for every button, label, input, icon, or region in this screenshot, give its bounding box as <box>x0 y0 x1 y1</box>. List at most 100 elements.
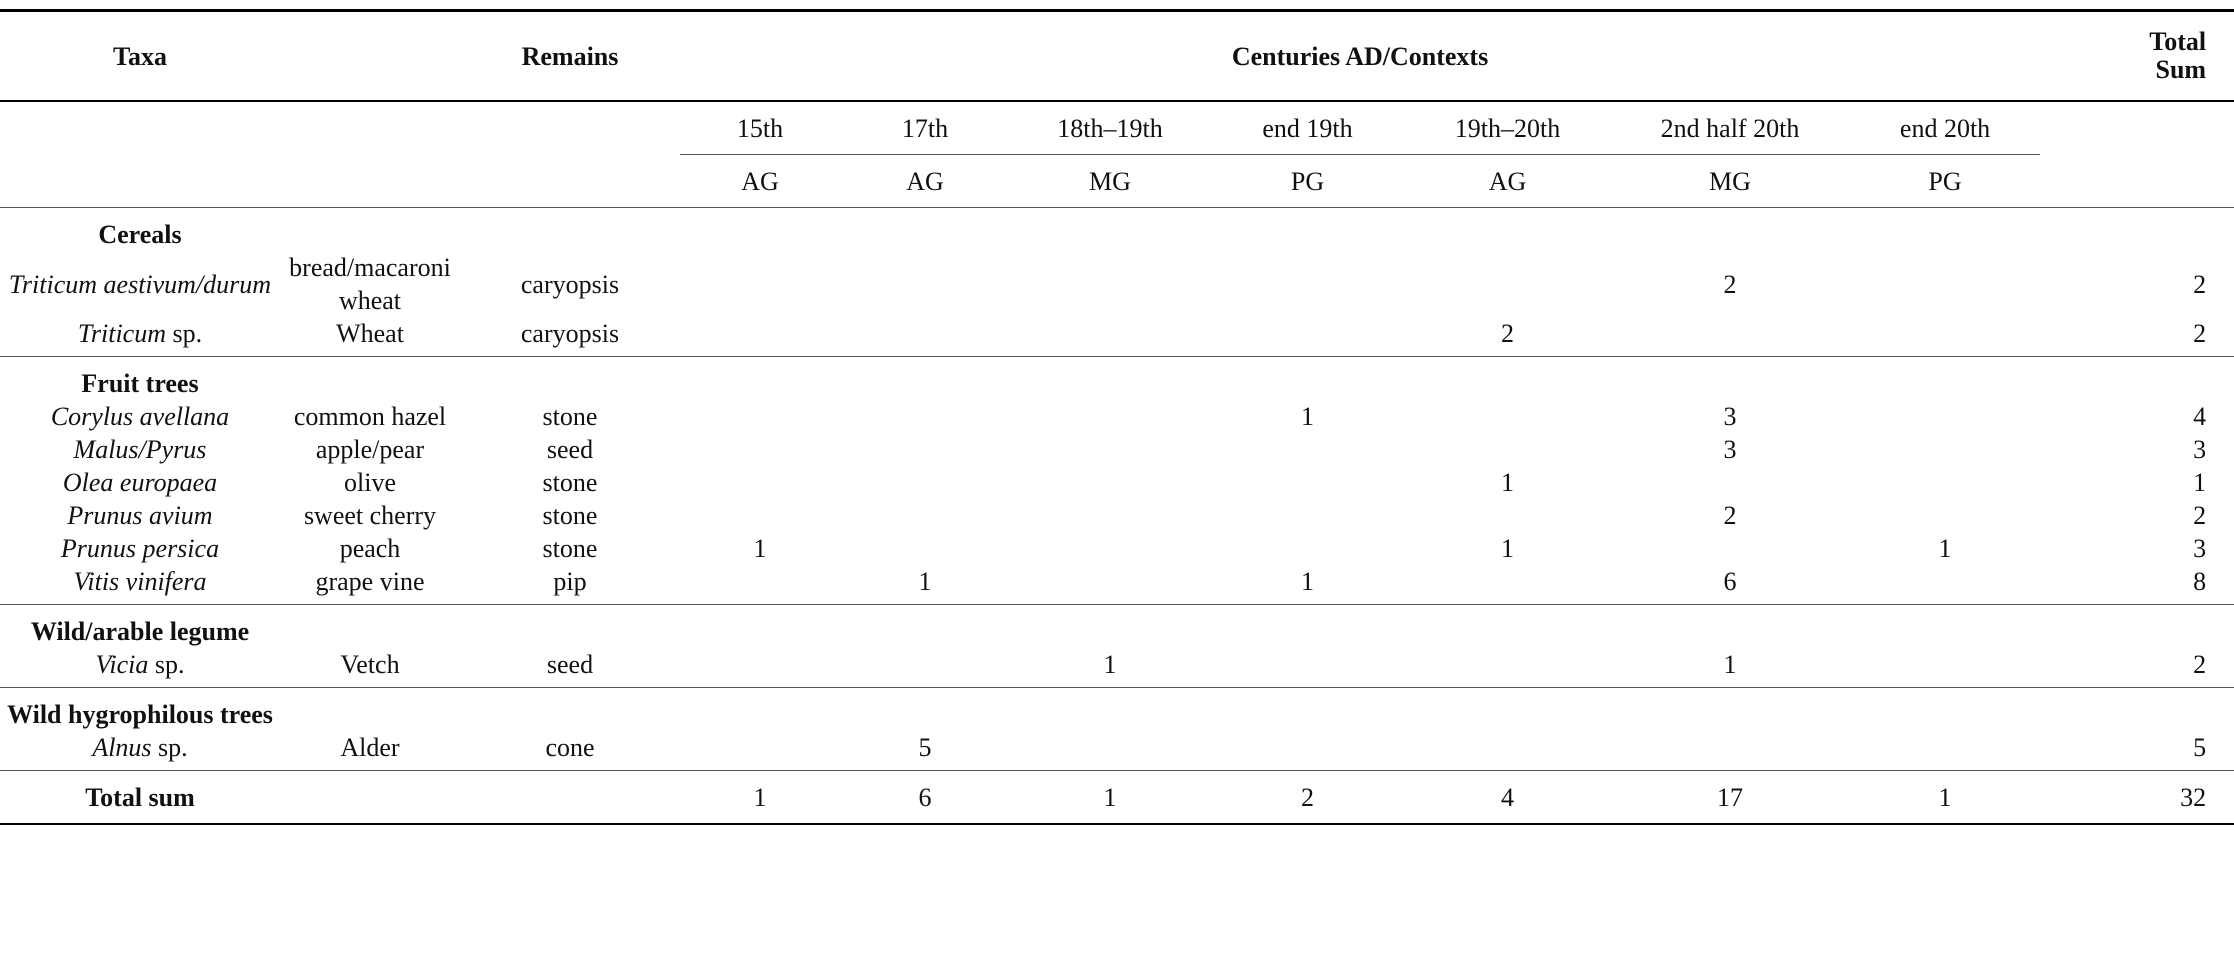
row-total: 5 <box>2040 731 2234 771</box>
remains: caryopsis <box>520 269 620 299</box>
count <box>840 648 1010 688</box>
count: 1 <box>1010 770 1210 825</box>
total-label: Total sum <box>0 770 280 825</box>
taxon: Prunus avium <box>67 501 213 530</box>
count <box>1850 317 2041 357</box>
empty-cell <box>280 605 460 649</box>
taxon: Triticum <box>77 319 166 348</box>
remains: stone <box>542 501 598 530</box>
header-row: Taxa Remains Centuries AD/Contexts Total… <box>0 9 2234 102</box>
qualifier: sp. <box>158 733 188 762</box>
empty-cell <box>280 357 460 401</box>
century-cell: end 19th <box>1210 101 1405 155</box>
taxon-cell: Prunus avium <box>0 499 280 532</box>
context-cell: AG <box>1405 154 1610 208</box>
empty-cell <box>280 208 460 252</box>
count <box>1210 499 1405 532</box>
common-name: Vetch <box>280 648 460 688</box>
empty-cell <box>680 357 840 401</box>
count <box>1010 251 1210 317</box>
count <box>1405 400 1610 433</box>
empty-cell <box>280 770 460 825</box>
century-cell: 18th–19th <box>1010 101 1210 155</box>
empty-cell <box>1210 688 1405 732</box>
empty-cell <box>2040 357 2234 401</box>
group-name: Cereals <box>98 220 182 249</box>
remains: stone <box>542 468 598 497</box>
common-name: olive <box>344 468 396 497</box>
empty-cell <box>1850 208 2040 252</box>
context-cell: MG <box>1010 154 1210 208</box>
century-cell: 15th <box>680 101 840 155</box>
common-name: peach <box>339 534 401 563</box>
count <box>1850 731 2041 771</box>
row-total: 8 <box>2040 565 2234 605</box>
empty-cell <box>680 605 840 649</box>
count: 1 <box>1501 468 1514 497</box>
empty-cell <box>1405 357 1610 401</box>
empty-cell <box>840 357 1010 401</box>
group-row: Fruit trees <box>0 357 2234 401</box>
group-row: Wild hygrophilous trees <box>0 688 2234 732</box>
count <box>680 251 840 317</box>
row-total: 3 <box>2193 534 2207 563</box>
taxon: Vicia <box>95 650 149 679</box>
count <box>680 466 840 499</box>
empty-cell <box>2040 154 2234 208</box>
count <box>1610 532 1850 565</box>
count <box>1405 251 1610 317</box>
empty-cell <box>2040 605 2234 649</box>
empty-cell <box>1610 208 1850 252</box>
taxon: Olea europaea <box>62 468 218 497</box>
common-name: apple/pear <box>315 435 425 464</box>
count <box>1210 731 1405 771</box>
empty-cell <box>1010 688 1210 732</box>
count <box>1210 433 1405 466</box>
empty-cell <box>2040 208 2234 252</box>
empty-cell <box>1210 605 1405 649</box>
count <box>1210 251 1405 317</box>
count <box>840 532 1010 565</box>
header-cell: Taxa <box>0 9 280 102</box>
data-row: Vitis vinifera grape vine pip 1 1 6 8 <box>0 565 2234 605</box>
row-total: 2 <box>2193 501 2207 530</box>
context-cell: PG <box>1210 154 1405 208</box>
taxon-cell: Triticum sp. <box>0 317 280 357</box>
qualifier: sp. <box>154 650 185 679</box>
grand-total: 32 <box>2040 770 2234 825</box>
century-cell: 19th–20th <box>1405 101 1610 155</box>
century-cell: 17th <box>840 101 1010 155</box>
count <box>1405 499 1610 532</box>
table-body: Cereals Triticum aestivum/durum bread/maca… <box>0 208 2234 825</box>
empty-cell <box>1850 605 2040 649</box>
empty-cell <box>1850 357 2040 401</box>
remains: caryopsis <box>460 317 680 357</box>
data-row: Vicia sp. Vetch seed 1 1 2 <box>0 648 2234 688</box>
count <box>1610 466 1850 499</box>
count: 2 <box>1723 269 1737 299</box>
empty-cell <box>1405 208 1610 252</box>
count <box>1405 433 1610 466</box>
common-name: common hazel <box>293 402 447 431</box>
count: 5 <box>840 731 1010 771</box>
empty-cell <box>460 357 680 401</box>
common-name: sweet cherry <box>303 501 437 530</box>
qualifier: sp. <box>172 319 203 348</box>
remains: stone <box>542 402 598 431</box>
count <box>1010 317 1210 357</box>
header-cell: Remains <box>460 9 680 102</box>
empty-cell <box>1010 357 1210 401</box>
count <box>1405 648 1610 688</box>
count <box>1010 400 1210 433</box>
header-cell: Total Sum <box>2040 9 2234 102</box>
count <box>1210 532 1405 565</box>
empty-cell <box>280 688 460 732</box>
empty-cell <box>1405 605 1610 649</box>
count <box>840 400 1010 433</box>
count <box>840 251 1010 317</box>
empty-cell <box>1610 688 1850 732</box>
count <box>1210 466 1405 499</box>
count: 2 <box>1405 317 1610 357</box>
count <box>840 499 1010 532</box>
